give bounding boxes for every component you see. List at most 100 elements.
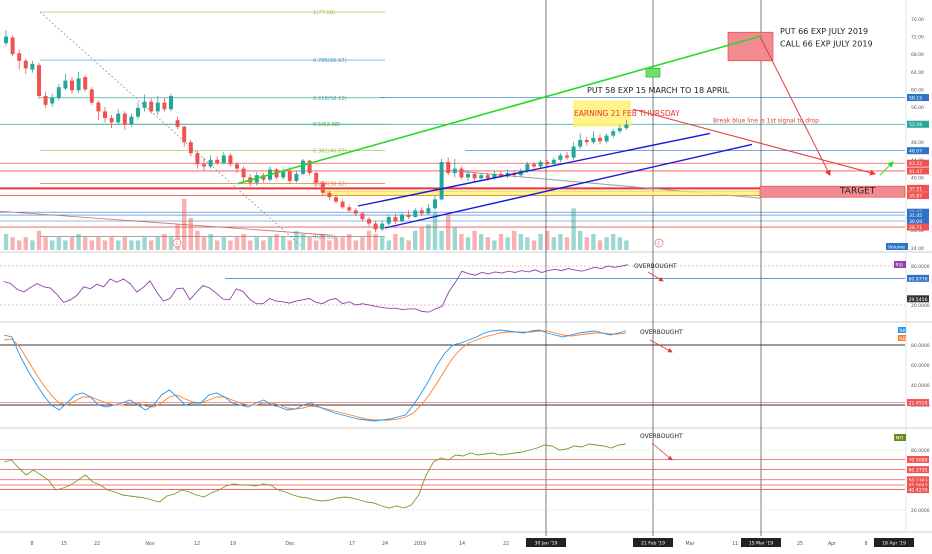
- candle[interactable]: [162, 98, 167, 112]
- candle[interactable]: [571, 142, 576, 160]
- candle[interactable]: [202, 157, 206, 171]
- candle[interactable]: [43, 91, 48, 108]
- earnings-marker[interactable]: [654, 238, 664, 248]
- candle[interactable]: [287, 168, 292, 184]
- arrow-green-up[interactable]: [879, 161, 894, 176]
- candle[interactable]: [578, 133, 583, 149]
- candle[interactable]: [23, 58, 28, 74]
- candle[interactable]: [479, 173, 484, 181]
- candle[interactable]: [446, 157, 451, 176]
- candle[interactable]: [604, 133, 609, 144]
- candle[interactable]: [188, 140, 193, 157]
- candle[interactable]: [334, 195, 338, 204]
- candle[interactable]: [472, 172, 477, 182]
- candle[interactable]: [466, 170, 470, 181]
- candle[interactable]: [373, 221, 378, 233]
- candle[interactable]: [584, 136, 589, 146]
- blue-channel-lower[interactable]: [384, 143, 753, 229]
- candle[interactable]: [37, 63, 41, 100]
- candle[interactable]: [307, 159, 312, 176]
- mfi-overbought-arrow[interactable]: [651, 442, 673, 461]
- candle[interactable]: [261, 173, 266, 183]
- stoch-k-line[interactable]: [3, 329, 627, 422]
- candle[interactable]: [347, 204, 352, 213]
- candle[interactable]: [235, 162, 239, 173]
- candle[interactable]: [413, 208, 418, 218]
- candle[interactable]: [76, 71, 81, 93]
- arrow-down-from-put[interactable]: [759, 36, 831, 177]
- candle[interactable]: [545, 159, 550, 167]
- candle[interactable]: [4, 30, 8, 47]
- candle[interactable]: [551, 157, 556, 166]
- yellow-zone-box[interactable]: [324, 190, 801, 196]
- target-box[interactable]: [759, 185, 906, 198]
- candle[interactable]: [195, 151, 200, 169]
- candle[interactable]: [538, 159, 543, 169]
- blue-channel-upper[interactable]: [357, 132, 711, 207]
- candle[interactable]: [56, 84, 61, 101]
- candle[interactable]: [301, 158, 305, 176]
- candle[interactable]: [50, 93, 55, 107]
- candle[interactable]: [532, 162, 536, 169]
- green-marker-box[interactable]: [645, 67, 661, 78]
- green-trend-line[interactable]: [237, 34, 763, 185]
- candle[interactable]: [228, 153, 233, 167]
- candle[interactable]: [565, 151, 569, 160]
- candle[interactable]: [109, 114, 114, 129]
- candle[interactable]: [129, 113, 134, 127]
- candle[interactable]: [10, 35, 15, 57]
- candle[interactable]: [611, 129, 616, 138]
- candle[interactable]: [155, 96, 160, 115]
- candle[interactable]: [320, 180, 325, 196]
- candle[interactable]: [367, 217, 371, 227]
- candle-series[interactable]: [4, 30, 629, 233]
- candle[interactable]: [340, 199, 345, 210]
- candle[interactable]: [459, 166, 464, 180]
- candle[interactable]: [103, 107, 107, 123]
- horizontal-levels[interactable]: [0, 97, 905, 228]
- candle[interactable]: [393, 213, 398, 224]
- candle[interactable]: [208, 155, 213, 169]
- put-call-box[interactable]: [727, 31, 774, 62]
- candle[interactable]: [175, 116, 180, 129]
- candle[interactable]: [327, 190, 332, 201]
- candle[interactable]: [169, 93, 173, 112]
- candle[interactable]: [241, 166, 246, 181]
- candle[interactable]: [406, 210, 411, 220]
- candle[interactable]: [400, 211, 404, 223]
- candle[interactable]: [353, 208, 358, 217]
- candle[interactable]: [558, 153, 563, 162]
- long-downtrend-line[interactable]: [0, 210, 331, 236]
- candle[interactable]: [386, 214, 391, 226]
- candle[interactable]: [122, 111, 127, 130]
- candle[interactable]: [17, 49, 22, 70]
- candle[interactable]: [215, 156, 220, 166]
- stoch-d-line[interactable]: [3, 330, 627, 421]
- candle[interactable]: [598, 134, 602, 145]
- candle[interactable]: [136, 102, 140, 120]
- stoch-overbought-arrow[interactable]: [649, 339, 673, 353]
- earning-highlight-box[interactable]: [573, 100, 631, 127]
- candle[interactable]: [89, 87, 94, 105]
- candle[interactable]: [617, 124, 622, 134]
- rsi-overbought-arrow[interactable]: [647, 271, 664, 282]
- candle[interactable]: [294, 170, 299, 183]
- arrow-down-to-target[interactable]: [632, 108, 876, 176]
- candle[interactable]: [182, 125, 187, 147]
- candle[interactable]: [452, 158, 457, 178]
- candle[interactable]: [221, 151, 226, 165]
- candle[interactable]: [419, 207, 424, 217]
- candle[interactable]: [360, 211, 365, 222]
- candle[interactable]: [591, 131, 596, 145]
- candle[interactable]: [426, 203, 431, 215]
- rsi-line[interactable]: [3, 264, 629, 313]
- mfi-line[interactable]: [3, 443, 627, 509]
- candle[interactable]: [314, 170, 319, 187]
- candle[interactable]: [83, 75, 88, 92]
- candle[interactable]: [624, 120, 629, 130]
- earnings-marker[interactable]: [172, 238, 182, 248]
- candle[interactable]: [96, 100, 101, 121]
- candle[interactable]: [116, 109, 121, 125]
